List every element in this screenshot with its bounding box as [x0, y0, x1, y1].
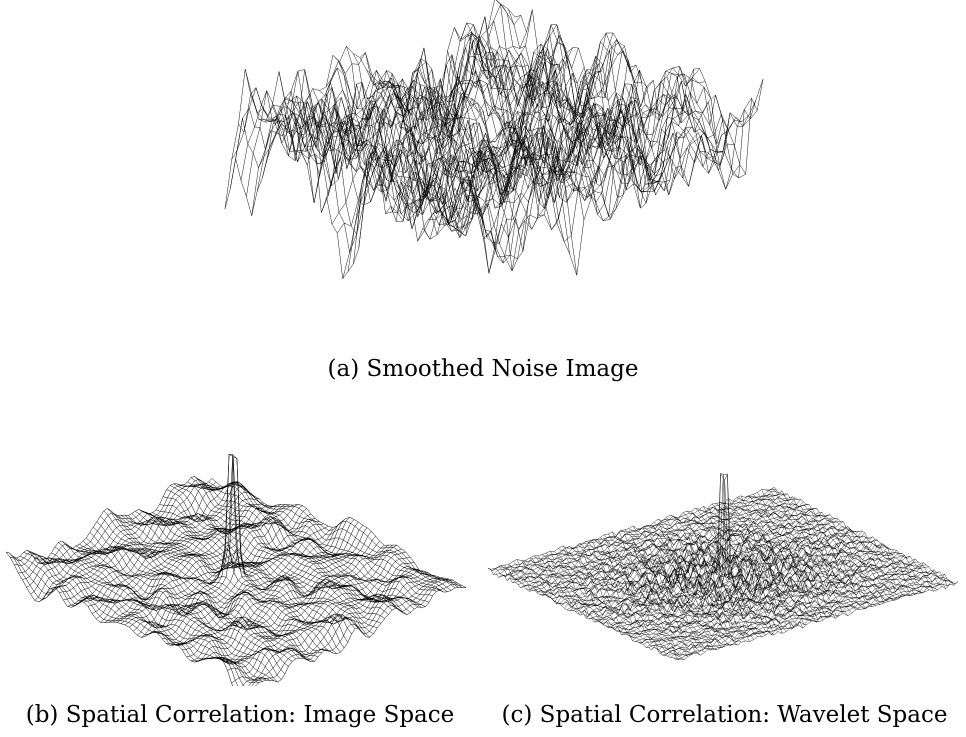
caption-a: (a) Smoothed Noise Image: [327, 356, 639, 382]
image-space-wireframe: [5, 453, 467, 686]
image-space-correlation-plot: [0, 398, 470, 686]
smoothed-noise-wireframe: [224, 0, 764, 279]
wavelet-space-wireframe: [487, 473, 959, 660]
wavelet-space-correlation-plot: [484, 398, 964, 686]
noise-surface-mesh: [224, 0, 764, 279]
wavelet-space-surface-mesh: [487, 473, 959, 660]
image-space-surface-mesh: [5, 453, 467, 686]
smoothed-noise-surface-plot: [215, 0, 775, 320]
caption-b: (b) Spatial Correlation: Image Space: [25, 702, 455, 728]
caption-c: (c) Spatial Correlation: Wavelet Space: [501, 702, 948, 728]
